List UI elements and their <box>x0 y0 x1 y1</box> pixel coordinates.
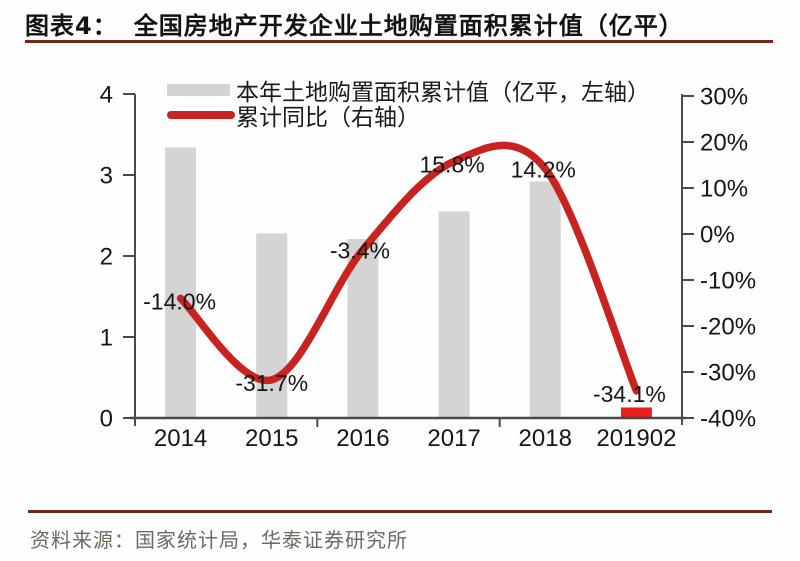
right-axis-tick-label: 30% <box>700 84 748 111</box>
left-axis-tick-label: 4 <box>100 82 113 109</box>
left-axis-tick-label: 2 <box>100 244 113 271</box>
figure-label: 图表4： <box>25 12 118 40</box>
line-swatch-icon <box>167 110 235 119</box>
right-axis-tick-label: 0% <box>700 222 735 249</box>
left-axis-tick-label: 1 <box>100 325 113 352</box>
line-data-label: -34.1% <box>593 381 666 407</box>
right-axis-tick-label: -30% <box>700 360 756 387</box>
right-axis-tick-label: -40% <box>700 406 756 433</box>
bar-2017 <box>438 211 470 418</box>
legend-item-line: 累计同比（右轴） <box>167 102 650 130</box>
legend-bar-label: 本年土地购置面积累计值（亿平，左轴） <box>236 79 650 105</box>
yoy-line <box>176 141 641 395</box>
right-axis-tick-label: -20% <box>700 314 756 341</box>
line-data-label: -31.7% <box>235 370 308 396</box>
bar-201902 <box>620 407 652 418</box>
x-axis-label: 2015 <box>245 425 298 452</box>
x-axis-label: 2018 <box>519 425 572 452</box>
right-axis-tick-label: -10% <box>700 268 756 295</box>
bar-2014 <box>165 147 197 418</box>
bar-2015 <box>256 233 288 418</box>
x-axis-label: 201902 <box>596 425 676 452</box>
legend-line-label: 累计同比（右轴） <box>236 104 420 130</box>
chart-legend: 本年土地购置面积累计值（亿平，左轴） 累计同比（右轴） <box>167 77 650 130</box>
line-data-label: 15.8% <box>419 151 484 177</box>
left-axis-tick-label: 0 <box>100 406 113 433</box>
bar-2018 <box>529 181 561 418</box>
x-axis-label: 2017 <box>427 425 480 452</box>
figure-header: 图表4： 全国房地产开发企业土地购置面积累计值（亿平） <box>25 6 684 41</box>
footer-rule <box>28 510 772 513</box>
left-axis-tick-label: 3 <box>100 163 113 190</box>
bar-swatch-icon <box>167 83 230 96</box>
line-data-label: 14.2% <box>511 157 576 183</box>
right-axis-tick-label: 10% <box>700 176 748 203</box>
line-data-label: -14.0% <box>143 288 216 314</box>
x-axis-label: 2016 <box>336 425 389 452</box>
figure-title: 全国房地产开发企业土地购置面积累计值（亿平） <box>133 12 684 40</box>
right-axis-tick-label: 20% <box>700 130 748 157</box>
title-underline <box>25 40 773 43</box>
source-note: 资料来源：国家统计局，华泰证券研究所 <box>30 530 408 552</box>
line-data-label: -3.4% <box>330 238 390 264</box>
legend-item-bar: 本年土地购置面积累计值（亿平，左轴） <box>167 77 650 105</box>
x-axis-label: 2014 <box>154 425 207 452</box>
